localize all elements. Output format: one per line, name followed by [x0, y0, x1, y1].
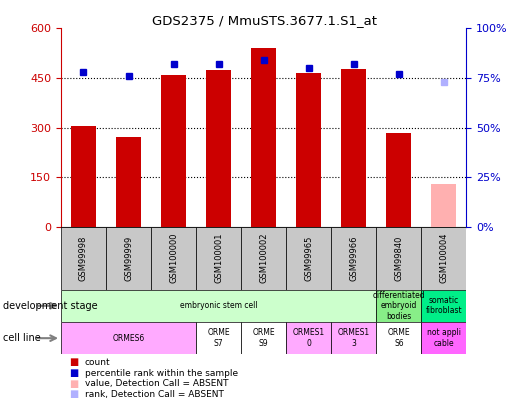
Bar — [61, 290, 376, 322]
Text: GSM99966: GSM99966 — [349, 235, 358, 281]
Text: ■: ■ — [69, 379, 78, 388]
Bar — [106, 227, 151, 290]
Text: GSM99998: GSM99998 — [79, 235, 88, 281]
Text: GSM99965: GSM99965 — [304, 235, 313, 281]
Text: GSM99840: GSM99840 — [394, 235, 403, 281]
Bar — [296, 73, 321, 227]
Text: GSM99999: GSM99999 — [124, 236, 133, 281]
Bar — [151, 227, 196, 290]
Bar — [196, 322, 241, 354]
Bar — [376, 227, 421, 290]
Text: ■: ■ — [69, 358, 78, 367]
Text: differentiated
embryoid
bodies: differentiated embryoid bodies — [373, 291, 425, 321]
Text: GSM100002: GSM100002 — [259, 233, 268, 284]
Bar — [206, 70, 231, 227]
Text: somatic
fibroblast: somatic fibroblast — [426, 296, 462, 315]
Text: embryonic stem cell: embryonic stem cell — [180, 301, 258, 310]
Bar — [331, 322, 376, 354]
Text: ORMES1
0: ORMES1 0 — [293, 328, 325, 348]
Text: ORME
S7: ORME S7 — [207, 328, 230, 348]
Text: ■: ■ — [69, 368, 78, 378]
Bar — [421, 227, 466, 290]
Bar — [241, 322, 286, 354]
Text: ORME
S9: ORME S9 — [252, 328, 275, 348]
Bar — [241, 227, 286, 290]
Text: ORMES1
3: ORMES1 3 — [338, 328, 370, 348]
Bar — [196, 227, 241, 290]
Bar — [386, 132, 411, 227]
Bar — [331, 227, 376, 290]
Bar — [251, 48, 276, 227]
Text: cell line: cell line — [3, 333, 40, 343]
Text: ORME
S6: ORME S6 — [387, 328, 410, 348]
Text: GSM100001: GSM100001 — [214, 233, 223, 284]
Text: GDS2375 / MmuSTS.3677.1.S1_at: GDS2375 / MmuSTS.3677.1.S1_at — [153, 14, 377, 27]
Bar — [61, 227, 106, 290]
Text: not appli
cable: not appli cable — [427, 328, 461, 348]
Bar — [61, 322, 196, 354]
Bar — [286, 322, 331, 354]
Bar — [286, 227, 331, 290]
Text: ORMES6: ORMES6 — [112, 334, 145, 343]
Text: ■: ■ — [69, 389, 78, 399]
Text: count: count — [85, 358, 110, 367]
Bar — [71, 126, 96, 227]
Bar — [431, 184, 456, 227]
Bar — [161, 75, 186, 227]
Text: rank, Detection Call = ABSENT: rank, Detection Call = ABSENT — [85, 390, 224, 399]
Text: GSM100000: GSM100000 — [169, 233, 178, 284]
Text: development stage: development stage — [3, 301, 98, 311]
Text: value, Detection Call = ABSENT: value, Detection Call = ABSENT — [85, 379, 228, 388]
Bar — [341, 69, 366, 227]
Bar — [421, 290, 466, 322]
Text: GSM100004: GSM100004 — [439, 233, 448, 284]
Bar — [376, 290, 421, 322]
Bar — [421, 322, 466, 354]
Bar — [116, 138, 141, 227]
Text: percentile rank within the sample: percentile rank within the sample — [85, 369, 238, 377]
Bar — [376, 322, 421, 354]
